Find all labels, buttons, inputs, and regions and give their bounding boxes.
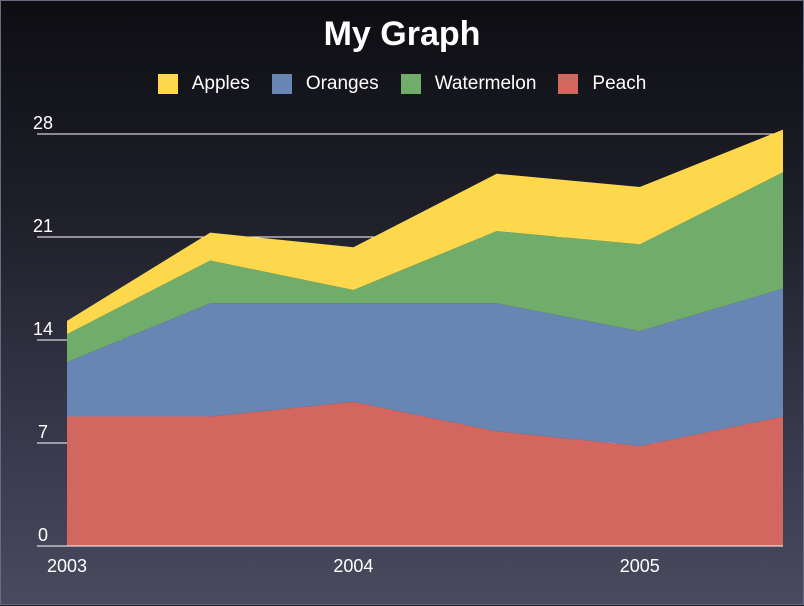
legend-label-apples: Apples	[191, 73, 250, 94]
legend-item-apples: Apples	[157, 73, 250, 95]
area-watermelon	[67, 172, 783, 363]
legend-swatch-watermelon	[400, 74, 421, 94]
legend-item-peach: Peach	[558, 73, 646, 95]
legend-swatch-oranges	[271, 74, 292, 94]
area-apples	[67, 129, 783, 335]
area-oranges	[67, 288, 783, 446]
legend-label-oranges: Oranges	[305, 73, 379, 94]
y-tick-label-28: 28	[33, 113, 53, 133]
legend-item-oranges: Oranges	[271, 73, 379, 95]
legend-swatch-peach	[558, 74, 579, 94]
y-tick-label-0: 0	[38, 525, 48, 545]
legend-swatch-apples	[157, 74, 178, 94]
x-tick-label-2004: 2004	[333, 556, 373, 576]
legend-label-peach: Peach	[592, 73, 647, 94]
y-tick-label-14: 14	[33, 319, 53, 339]
chart-legend: Apples Oranges Watermelon Peach	[1, 73, 803, 95]
legend-item-watermelon: Watermelon	[400, 73, 537, 95]
x-tick-label-2005: 2005	[620, 556, 660, 576]
legend-label-watermelon: Watermelon	[434, 73, 537, 94]
chart-title: My Graph	[323, 15, 481, 53]
area-peach	[67, 401, 783, 546]
x-tick-label-2003: 2003	[47, 556, 87, 576]
y-tick-label-7: 7	[38, 422, 48, 442]
y-tick-label-21: 21	[33, 216, 53, 236]
